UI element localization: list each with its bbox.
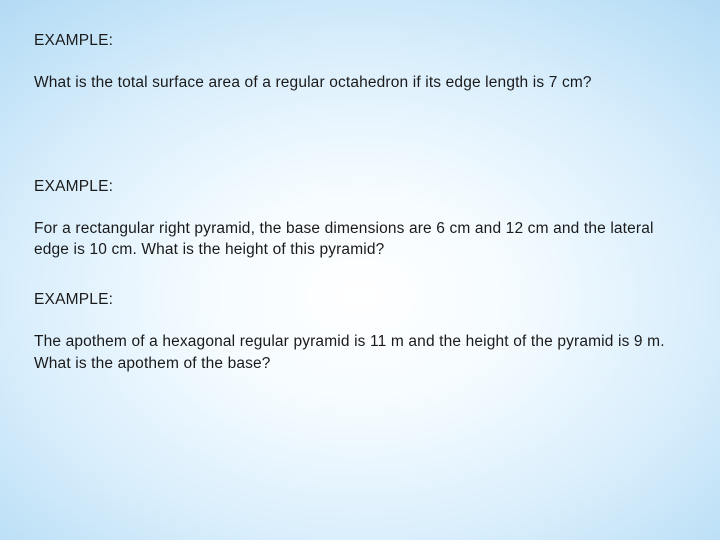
example-body: The apothem of a hexagonal regular pyram… [34, 331, 686, 374]
spacer [34, 273, 686, 291]
example-body: What is the total surface area of a regu… [34, 72, 686, 94]
spacer [34, 106, 686, 178]
example-heading: EXAMPLE: [34, 32, 686, 50]
example-heading: EXAMPLE: [34, 178, 686, 196]
example-heading: EXAMPLE: [34, 291, 686, 309]
example-body: For a rectangular right pyramid, the bas… [34, 218, 686, 261]
example-block: EXAMPLE: What is the total surface area … [34, 32, 686, 94]
example-block: EXAMPLE: The apothem of a hexagonal regu… [34, 291, 686, 374]
example-block: EXAMPLE: For a rectangular right pyramid… [34, 178, 686, 261]
